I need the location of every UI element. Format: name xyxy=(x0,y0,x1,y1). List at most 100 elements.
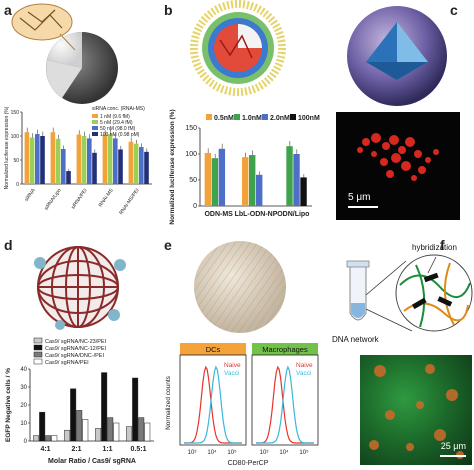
legend-label: 100 nM (0.98 pM) xyxy=(100,132,140,138)
bar xyxy=(113,138,118,184)
x-tick-label: siRNA/PEI xyxy=(70,188,88,211)
y-tick-label: 100 xyxy=(185,151,197,158)
legend-swatch xyxy=(33,344,43,351)
bar xyxy=(92,152,97,184)
legend-label: Vacci xyxy=(224,370,239,377)
legend-label: Cas9/ sgRNA/NC-23/PEI xyxy=(45,339,107,345)
bar xyxy=(128,141,134,184)
bar xyxy=(138,417,145,442)
bar xyxy=(118,149,123,184)
panel-c-sphere xyxy=(347,6,447,106)
panel-e: e Normalized counts DCs 10³ 10⁴ 10⁵ Naive Vacc… xyxy=(160,235,320,470)
x-tick-label: 10⁵ xyxy=(299,449,309,456)
panel-b-illustration xyxy=(190,0,286,96)
vacci-curve xyxy=(184,365,242,444)
bar xyxy=(139,147,144,184)
dna-nanocage xyxy=(37,246,119,328)
bar xyxy=(286,146,293,206)
legend-swatch xyxy=(234,114,240,120)
bar xyxy=(126,426,133,442)
y-tick-label: 30 xyxy=(20,385,27,391)
x-axis-label: CD80-PerCP xyxy=(228,460,269,467)
bar xyxy=(293,154,300,206)
facet-frame xyxy=(179,354,247,446)
bar xyxy=(218,148,226,206)
bar xyxy=(102,134,108,184)
x-tick-label: 2:1 xyxy=(71,446,81,453)
x-tick-label: 10⁴ xyxy=(207,449,217,456)
bar xyxy=(107,134,113,184)
legend-label: Cas9/ sgRNA/PEI xyxy=(45,360,89,366)
legend-label: Vacci xyxy=(296,370,311,377)
panel-c: c 5 μm xyxy=(320,0,474,235)
fluorescence-spots xyxy=(357,133,439,181)
hybridization-label: hybridization xyxy=(412,243,457,252)
panel-f: f hybridization DNA network xyxy=(320,235,474,470)
y-tick-label: 0 xyxy=(16,182,19,188)
bar xyxy=(87,138,92,184)
y-tick-label: 100 xyxy=(11,134,20,140)
facet-frame xyxy=(251,354,319,446)
y-tick-label: 0 xyxy=(24,439,28,445)
panel-b-chart: 0 50 100 150 Normalized luciferase expressio… xyxy=(169,109,320,224)
y-axis-label: Normalized counts xyxy=(165,375,172,430)
x-tick-label: 10⁴ xyxy=(279,449,289,456)
legend-label: Cas9/ sgRNA/NC-12/PEI xyxy=(45,346,107,352)
bar xyxy=(55,138,61,184)
legend-swatch xyxy=(206,114,212,120)
bar xyxy=(242,157,249,206)
scale-bar-line xyxy=(348,206,378,208)
bar xyxy=(51,435,58,442)
bar xyxy=(70,388,77,442)
y-axis-label: EGFP Negative cells / % xyxy=(5,368,12,442)
legend-swatch xyxy=(290,114,296,120)
legend-label: 2.0nM xyxy=(270,115,290,122)
vacci-curve xyxy=(256,365,314,444)
x-tick-label: RNAi-MS xyxy=(98,187,115,208)
x-axis-label: Molar Ratio / Cas9/ sgRNA xyxy=(48,458,136,465)
bar xyxy=(82,419,89,442)
legend-label: 5 nM (29.4 fM) xyxy=(100,120,133,126)
panel-a-label: a xyxy=(4,2,12,18)
bar xyxy=(76,134,82,184)
legend-swatch xyxy=(33,351,43,358)
panel-a: a 0 50 100 150 Normalized luciferase express… xyxy=(0,0,160,235)
legend-label: Naive xyxy=(296,362,313,369)
x-tick-label: ODN/Lipo xyxy=(277,211,309,218)
dna-network-icon xyxy=(395,254,473,332)
bar xyxy=(50,132,56,184)
scale-bar-label: 25 μm xyxy=(440,441,466,451)
panel-d: d 0 10 20 30 40 EGFP Negative cells / % 4:1 2:1… xyxy=(0,235,160,470)
legend-swatch xyxy=(92,132,98,136)
bar xyxy=(132,377,139,442)
facet-label: DCs xyxy=(206,345,221,354)
panel-c-micrograph: 5 μm xyxy=(336,112,460,220)
panel-e-label: e xyxy=(164,237,172,253)
bar xyxy=(101,372,108,442)
bar xyxy=(29,137,35,184)
panel-f-illustration xyxy=(346,254,473,332)
fluorescence-network xyxy=(369,364,464,459)
y-tick-label: 20 xyxy=(20,403,27,409)
bar xyxy=(24,132,30,184)
panel-e-illustration xyxy=(194,241,286,333)
legend-swatch xyxy=(92,114,98,118)
panel-f-micrograph: 25 μm xyxy=(360,355,472,465)
panel-b-label: b xyxy=(164,2,173,18)
legend-label: 0.5nM xyxy=(214,115,234,122)
x-tick-label: 4:1 xyxy=(40,446,50,453)
panel-a-illustration xyxy=(11,3,118,104)
bar xyxy=(64,429,71,442)
dna-network-label: DNA network xyxy=(332,335,379,344)
bar xyxy=(45,435,52,442)
facet-label: Macrophages xyxy=(262,345,308,354)
x-tick-label: 10³ xyxy=(188,450,197,456)
x-tick-label: ODN-MS xyxy=(204,211,233,218)
y-tick-label: 10 xyxy=(20,421,27,427)
legend-label: Cas9/ sgRNA/DNC-/PEI xyxy=(45,353,104,359)
bar xyxy=(144,422,151,442)
scale-bar-label: 5 μm xyxy=(348,192,371,203)
bar xyxy=(211,158,219,206)
legend-swatch xyxy=(33,337,43,344)
